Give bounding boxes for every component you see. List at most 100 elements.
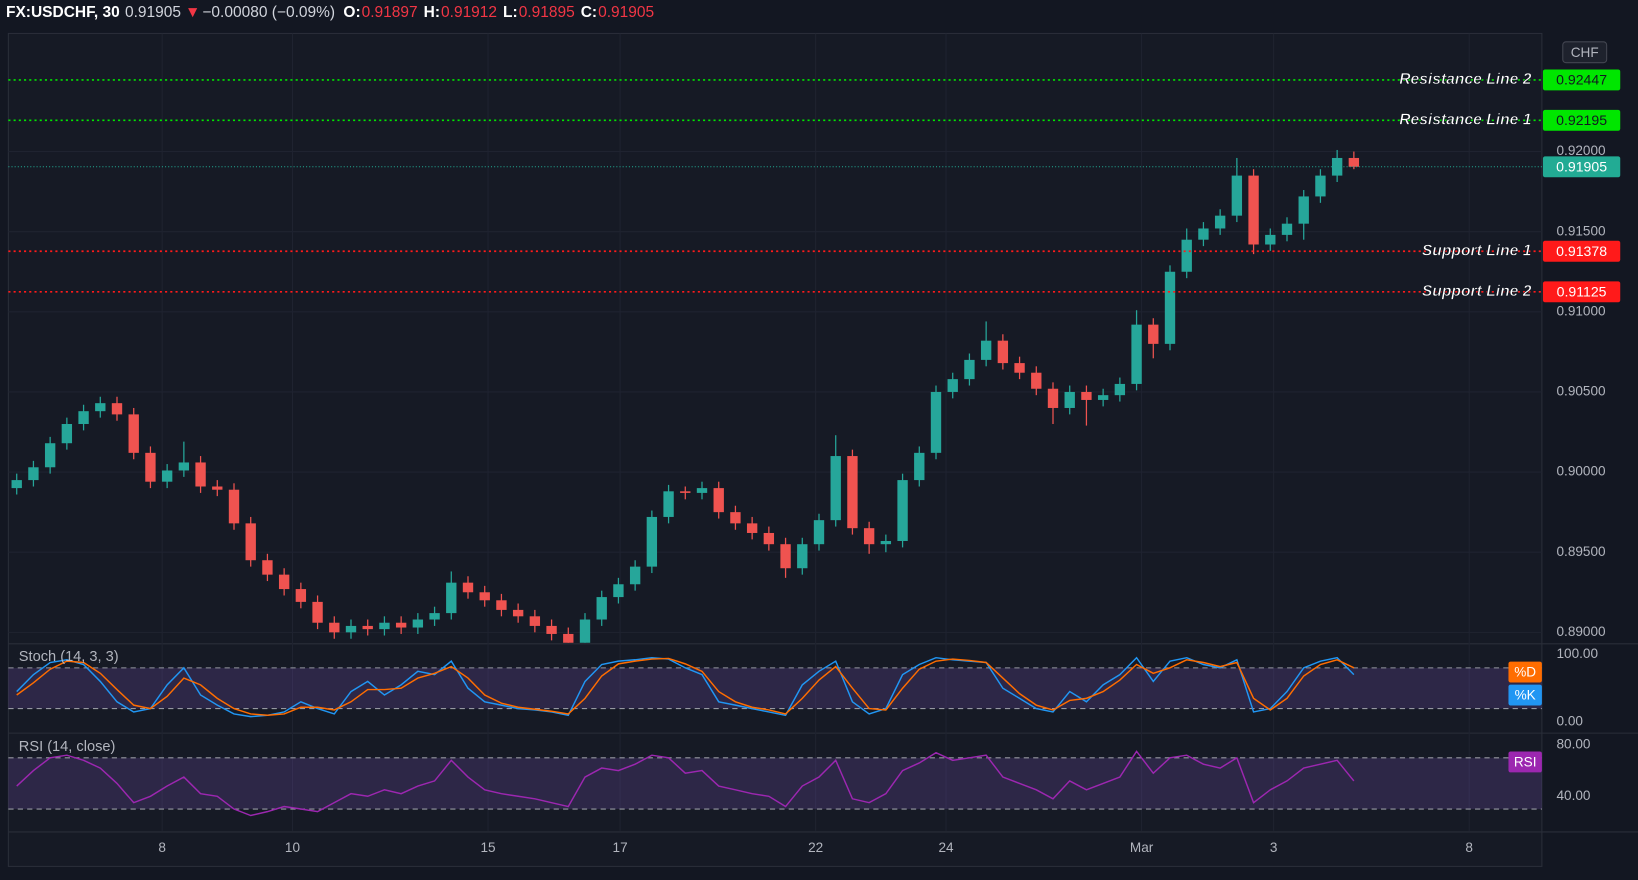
candle-body [680, 491, 691, 493]
candle-body [1348, 157, 1360, 167]
candle-body [713, 488, 724, 513]
x-tick-label: 15 [481, 840, 496, 855]
y-tick-label: 40.00 [1557, 788, 1591, 803]
symbol: FX:USDCHF, 30 [6, 4, 120, 21]
x-tick-label: 24 [938, 840, 954, 855]
y-tick-label: 0.00 [1557, 714, 1584, 729]
price-tag-label: 0.92195 [1556, 112, 1607, 128]
x-tick-label: 3 [1270, 840, 1278, 855]
candle-body [161, 470, 173, 482]
y-tick-label: 80.00 [1557, 737, 1591, 752]
ohlc-label: C: [580, 4, 598, 21]
price-tag-label: 0.91905 [1556, 159, 1607, 175]
pane [16, 750, 1355, 817]
candle-body [379, 622, 390, 630]
candle-body [663, 491, 674, 517]
candle-body [830, 456, 841, 521]
candle-body [897, 480, 908, 541]
y-tick-label: 0.89500 [1557, 544, 1607, 559]
candle-body [245, 523, 256, 561]
candle-body [1265, 234, 1276, 245]
candle-body [11, 480, 22, 489]
candle-body [596, 597, 607, 620]
price-tag-label: 0.91378 [1556, 243, 1607, 259]
candle-body [1248, 175, 1259, 245]
candle-body [997, 340, 1009, 364]
candle-body [145, 452, 156, 482]
candle-body [44, 443, 56, 468]
candle-body [629, 566, 641, 585]
candle-body [228, 489, 240, 524]
candle-body [111, 403, 123, 415]
candle-body [1047, 388, 1059, 408]
legend-tag [1508, 751, 1542, 773]
candle-body [646, 516, 658, 567]
ohlc-value: 0.91897 [361, 4, 418, 21]
candle-body [395, 622, 407, 628]
candle-body [746, 523, 758, 533]
price-tag [1542, 240, 1621, 262]
candle-body [95, 403, 106, 412]
candle-body [512, 609, 524, 617]
y-tick-label: 0.90500 [1557, 384, 1607, 399]
candle-body [345, 625, 357, 633]
candle-body [1131, 324, 1142, 384]
legend-label: %D [1514, 665, 1536, 680]
price-tag-label: 0.92447 [1556, 72, 1607, 88]
indicator-line [16, 750, 1355, 817]
candle-body [462, 582, 474, 593]
candle-body [1281, 223, 1293, 235]
price-change: −0.00080 (−0.09%) [202, 4, 336, 21]
down-arrow: ▼ [185, 4, 201, 21]
candle-body [964, 359, 975, 380]
legend-tag [1508, 661, 1542, 683]
candle-body [446, 582, 457, 614]
candle-body [1081, 391, 1092, 400]
legend-label: RSI [1514, 755, 1537, 770]
candle-body [1198, 228, 1209, 240]
candle-body [61, 423, 73, 444]
candle-body [195, 462, 206, 487]
candle-body [1014, 363, 1025, 373]
ohlc-value: 0.91912 [441, 4, 498, 21]
price-tag-label: 0.91125 [1557, 284, 1607, 300]
candle-body [1214, 215, 1226, 229]
candle-body [262, 560, 273, 575]
candle-body [278, 574, 290, 590]
candle-body [1231, 175, 1243, 216]
candle-body [529, 616, 541, 626]
candle-body [1148, 324, 1159, 344]
candle-body [980, 340, 992, 360]
currency-badge [1562, 41, 1608, 64]
y-tick-label: 0.91000 [1557, 303, 1607, 318]
candle-body [930, 391, 942, 453]
legend-label: %K [1515, 688, 1536, 703]
candle-body [1298, 196, 1309, 224]
currency-label: CHF [1571, 45, 1599, 60]
y-tick-label: 100.00 [1557, 646, 1599, 661]
x-tick-label: 22 [808, 840, 823, 855]
candle-body [696, 488, 708, 493]
ohlc-label: H: [423, 4, 441, 21]
candle-body [847, 456, 858, 529]
candle-body [1097, 395, 1109, 400]
candle-body [496, 600, 507, 610]
price-tag [1542, 156, 1621, 178]
candle-body [362, 625, 373, 630]
y-tick-label: 0.92000 [1557, 143, 1607, 158]
candle-body [1164, 271, 1176, 344]
candle-body [178, 462, 190, 471]
indicator-line [16, 656, 1355, 718]
candle-body [813, 520, 825, 545]
last-price: 0.91905 [125, 4, 182, 21]
candle-body [563, 633, 574, 643]
y-tick-label: 0.90000 [1557, 464, 1607, 479]
candle-body [914, 452, 925, 481]
candle-body [128, 414, 139, 453]
indicator-title: RSI (14, close) [19, 739, 116, 755]
level-name: Resistance Line 1 [1399, 111, 1531, 128]
level-name: Support Line 2 [1422, 283, 1532, 300]
candle-body [28, 467, 39, 481]
